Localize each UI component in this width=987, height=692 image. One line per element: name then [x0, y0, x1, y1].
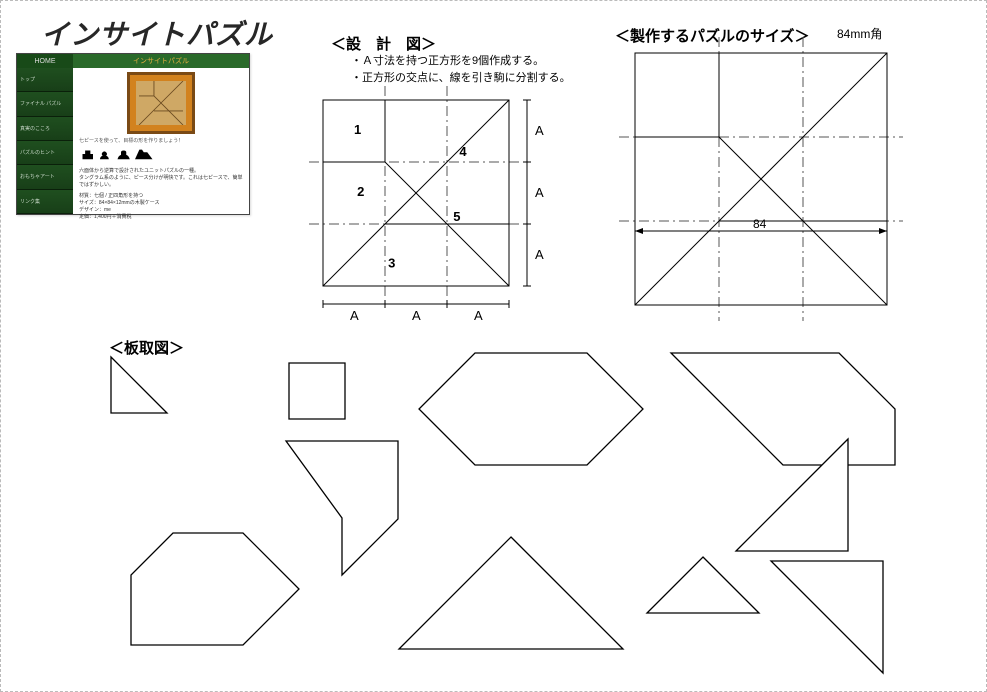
- piece-rt-top-actual: [671, 353, 895, 465]
- piece-tri-bl: [647, 557, 759, 613]
- layout-diagram: [1, 1, 987, 692]
- piece-tri-1: [111, 357, 167, 413]
- piece-piece-4: [286, 441, 398, 575]
- piece-hex-5: [419, 353, 643, 465]
- page: インサイトパズル HOME インサイトパズル トップ ファイナル パズル 真実の…: [0, 0, 987, 692]
- piece-piece-2: [131, 533, 299, 645]
- piece-tri-r2: [771, 561, 883, 673]
- piece-tri-3: [399, 537, 623, 649]
- piece-square: [289, 363, 345, 419]
